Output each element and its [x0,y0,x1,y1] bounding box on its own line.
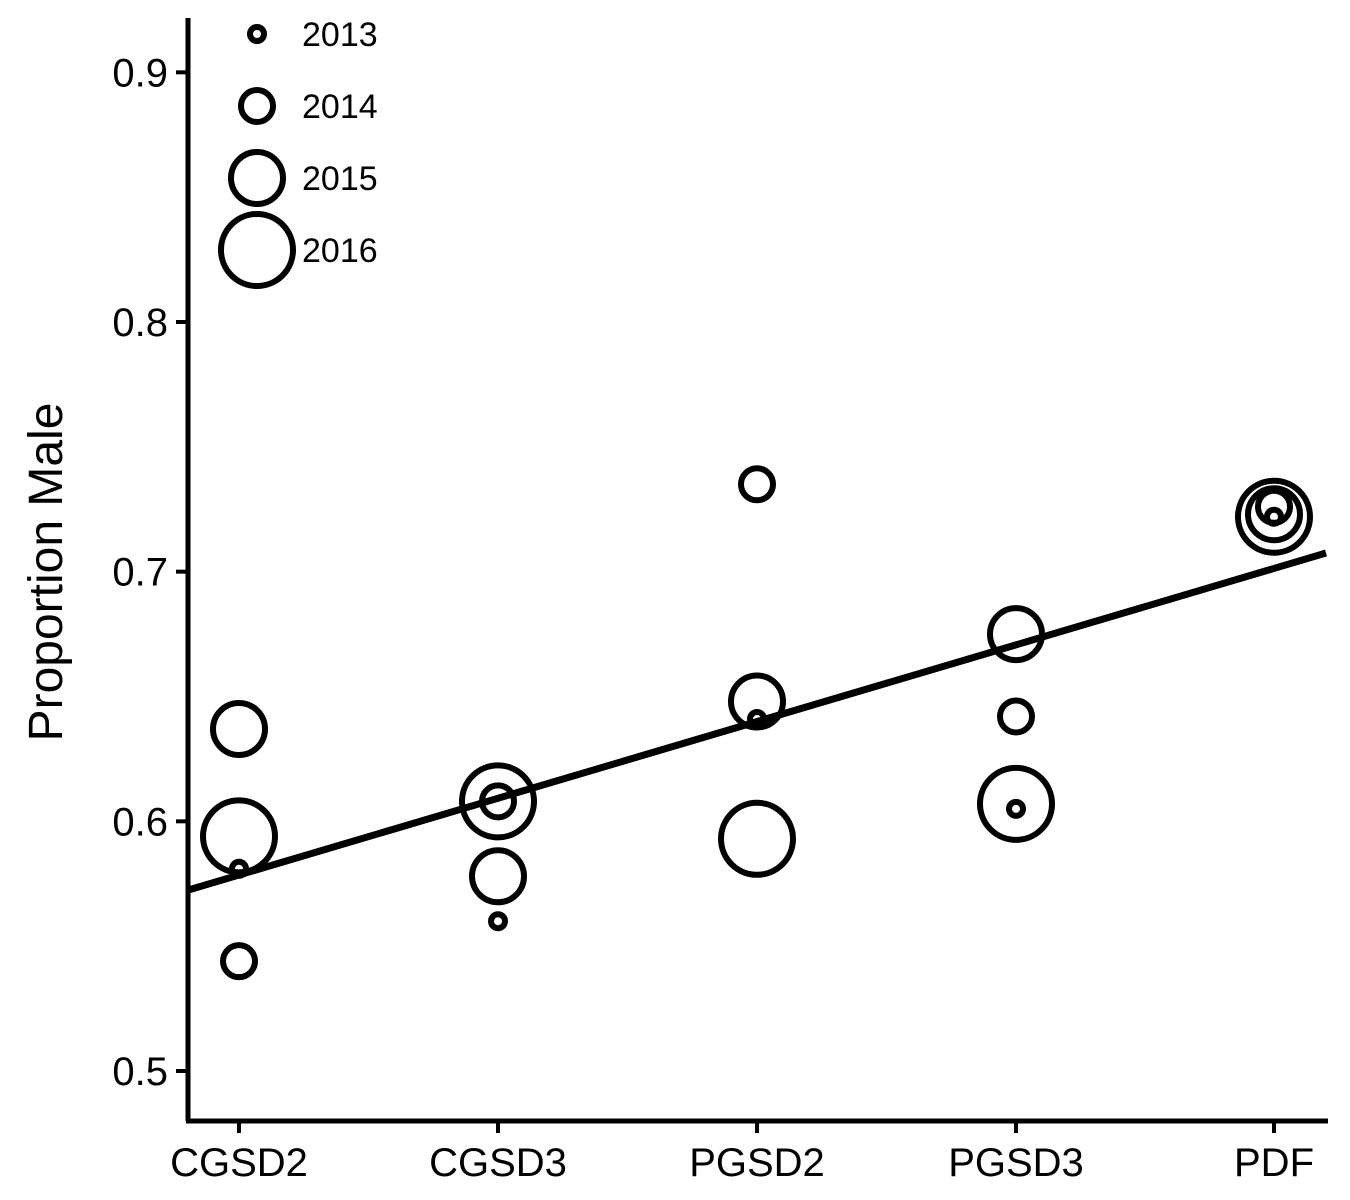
data-point-pgsd3-2016 [977,764,1055,843]
trend-line [187,549,1327,894]
legend-marker-2015 [228,149,286,207]
data-point-pgsd2-2015 [728,672,786,731]
plot-area [187,465,1327,981]
data-point-cgsd2-2014 [220,942,258,981]
legend-marker-2013 [247,24,267,44]
y-tick-label: 0.6 [112,800,168,844]
x-tick-label: PGSD2 [689,1141,825,1185]
x-tick-label: PDF [1234,1141,1314,1185]
legend-label-2015: 2015 [302,160,378,198]
data-point-cgsd3-2015 [469,847,527,906]
data-point-pgsd3-2015 [987,605,1045,664]
data-point-pgsd2-2014 [738,465,776,504]
y-tick-label: 0.7 [112,551,168,595]
legend-label-2013: 2013 [302,16,378,54]
y-tick-label: 0.5 [112,1050,168,1094]
y-tick-label: 0.9 [112,51,168,95]
legend-marker-2016 [218,211,296,289]
y-tick-label: 0.8 [112,301,168,345]
x-tick-label: PGSD3 [948,1141,1084,1185]
data-point-cgsd2-2016 [200,797,278,876]
data-point-pgsd3-2014 [997,697,1035,736]
data-point-cgsd3-2014 [479,782,517,821]
data-point-cgsd3-2013 [488,911,508,932]
data-point-pdf-2015 [1245,485,1303,544]
data-point-cgsd2-2015 [210,699,268,758]
axis-ticks: 0.5 0.6 0.7 0.8 0.9 CGSD2 CGSD3 PGSD2 PGSD3 PDF [112,51,1314,1185]
x-tick-label: CGSD2 [170,1141,308,1185]
data-point-pdf-2016 [1235,477,1313,556]
data-point-pgsd2-2016 [718,799,796,878]
legend-label-2016: 2016 [302,232,378,270]
data-point-pgsd3-2013 [1006,798,1026,819]
y-axis-title: Proportion Male [20,403,73,742]
legend-marker-2014 [238,87,276,125]
data-point-cgsd3-2016 [459,762,537,841]
legend: 2013 2014 2015 2016 [218,16,378,289]
x-tick-label: CGSD3 [429,1141,567,1185]
legend-label-2014: 2014 [302,88,378,126]
